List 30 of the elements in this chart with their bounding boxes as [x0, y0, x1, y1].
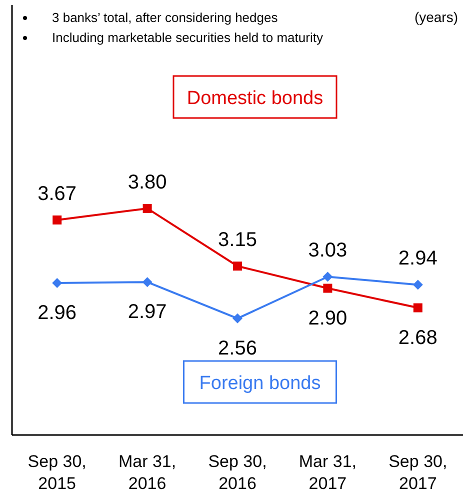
text: Domestic bonds: [186, 88, 324, 109]
x-tick-label: Mar 31, 2016: [118, 452, 176, 493]
text: 3 banks’ total, after considering hedges: [52, 10, 278, 25]
x-tick-label: Sep 30, 2015: [28, 452, 86, 493]
data-label: 2.56: [218, 337, 257, 360]
data-label: 3.80: [128, 171, 167, 194]
point: [412, 280, 423, 290]
data-label: 2.97: [128, 301, 167, 324]
point: [413, 303, 422, 312]
point: [323, 284, 332, 293]
point: [232, 313, 242, 324]
point: [142, 277, 152, 288]
data-label: 2.68: [398, 326, 438, 349]
data-label: 2.94: [398, 248, 438, 270]
data-label: 3.15: [218, 229, 257, 252]
point: [233, 262, 242, 271]
point: [52, 215, 62, 224]
text: (years): [414, 9, 458, 25]
data-label: 3.67: [38, 182, 77, 205]
point: [322, 272, 333, 282]
point: [52, 278, 62, 288]
text: Including marketable securities held to maturity: [52, 30, 324, 45]
x-tick-label: Sep 30, 2016: [208, 452, 267, 493]
text: Foreign bonds: [199, 373, 321, 394]
x-tick-label: Sep 30, 2017: [388, 452, 448, 493]
x-tick-label: Mar 31, 2017: [298, 452, 357, 493]
point: [142, 204, 152, 213]
data-label: 3.03: [308, 240, 348, 262]
data-label: 2.96: [38, 302, 77, 324]
data-label: 2.90: [308, 307, 348, 330]
